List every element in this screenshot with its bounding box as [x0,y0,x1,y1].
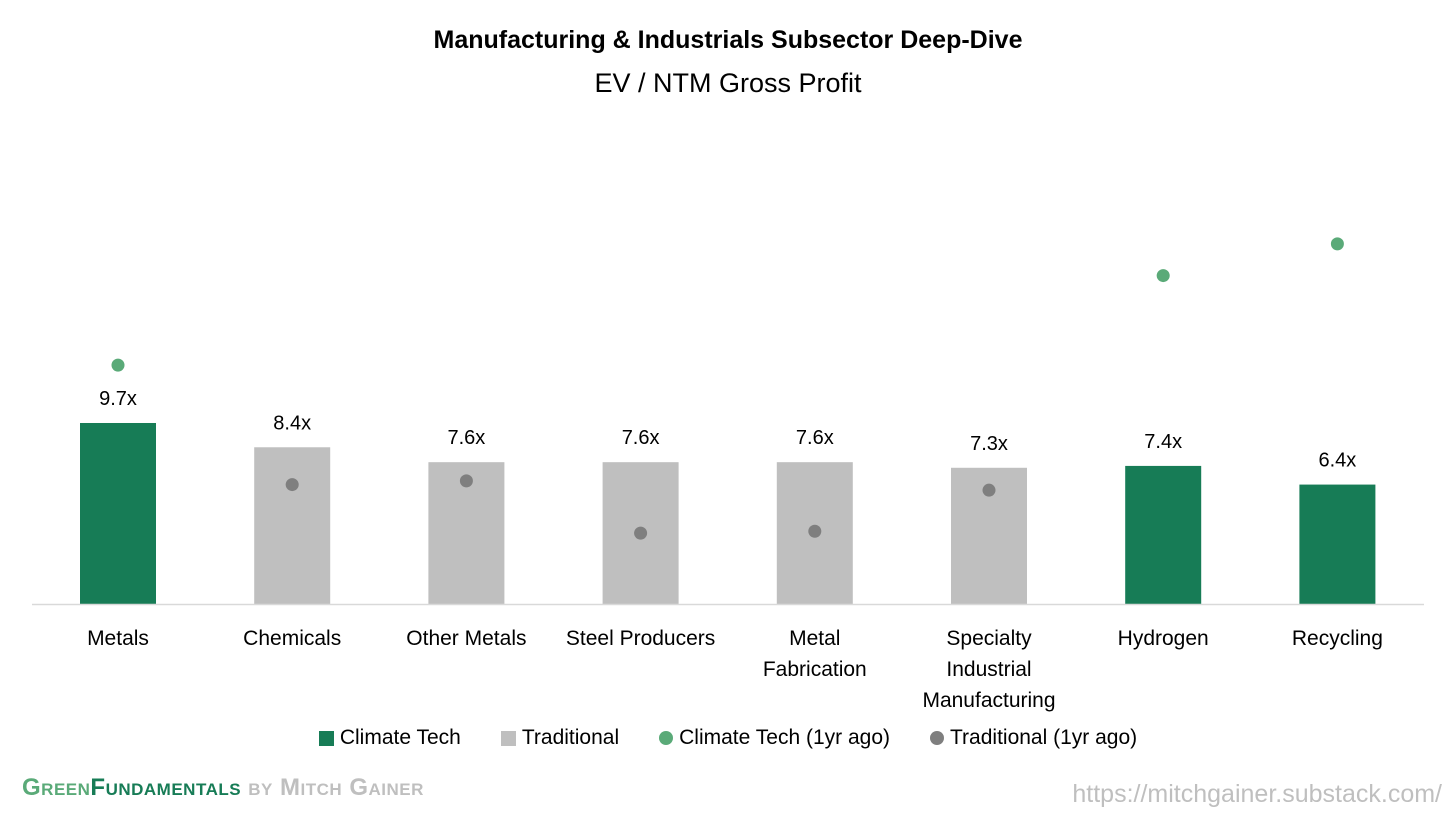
x-tick-label: Other Metals [406,627,526,650]
scatter-point [459,474,473,488]
data-label: 8.4x [273,412,311,434]
bar [80,422,156,604]
scatter-point [808,524,822,538]
legend-marker [659,731,674,745]
bar [1125,465,1202,604]
data-label: 7.6x [447,427,485,449]
legend-label: Climate Tech [339,726,461,749]
scatter-point [1330,237,1344,251]
x-tick-label: Specialty [946,627,1032,650]
brand-logo: GreenFundamentals by Mitch Gainer [22,774,424,802]
legend-item-climate-tech[interactable]: Climate Tech [318,726,461,750]
brand-author: by Mitch Gainer [241,774,424,801]
bar [1299,484,1376,604]
bar [254,447,331,604]
data-label: 7.6x [622,427,660,449]
scatter-point [1156,269,1170,283]
data-label: 7.3x [970,433,1008,455]
legend-swatch [500,730,516,746]
source-url[interactable]: https://mitchgainer.substack.com/ [1072,780,1442,808]
legend-item-climate-tech-1yr[interactable]: Climate Tech (1yr ago) [659,726,890,750]
brand-fundamentals: Fundamentals [90,774,242,801]
legend-item-traditional[interactable]: Traditional [500,726,620,750]
legend-label: Climate Tech (1yr ago) [679,726,890,749]
chart-subtitle: EV / NTM Gross Profit [594,68,862,98]
x-tick-label: Fabrication [763,658,867,681]
x-tick-label: Metal [789,627,840,650]
brand-green: Green [22,774,91,801]
x-tick-label: Steel Producers [566,627,715,650]
legend: Climate Tech Traditional Climate Tech (1… [0,726,1456,750]
legend-marker [930,731,944,745]
x-tick-label: Hydrogen [1118,627,1209,650]
data-label: 7.6x [796,427,834,449]
data-label: 6.4x [1318,450,1356,472]
x-tick-label: Manufacturing [922,689,1055,712]
x-tick-label: Metals [87,627,149,650]
x-tick-label: Chemicals [243,627,341,650]
data-label: 7.4x [1144,431,1182,453]
x-tick-label: Industrial [946,658,1031,681]
scatter-point [634,526,648,540]
scatter-point [285,478,299,492]
legend-swatch [318,730,334,746]
legend-item-traditional-1yr[interactable]: Traditional (1yr ago) [930,726,1137,750]
data-label: 9.7x [99,388,137,410]
chart-plot: 9.7x Metals 8.4x Chemicals 7.6x Other Metals 7… [32,237,1424,712]
legend-label: Traditional (1yr ago) [950,726,1138,749]
legend-label: Traditional [521,726,620,749]
scatter-point [982,483,996,497]
chart-title: Manufacturing & Industrials Subsector De… [433,26,1023,54]
x-tick-label: Recycling [1292,627,1383,650]
scatter-point [111,358,125,372]
